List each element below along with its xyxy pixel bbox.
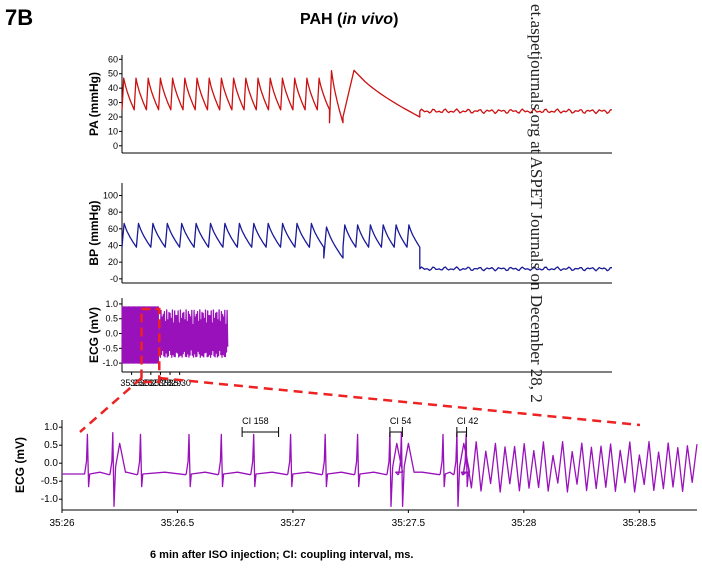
x-tick-label: 35:28.5 xyxy=(623,518,657,529)
coupling-interval-label: CI 42 xyxy=(457,416,479,426)
x-tick-label: 35:30 xyxy=(168,378,191,388)
y-tick-label: -1.0 xyxy=(41,494,59,505)
pa-panel: 0 10 20 30 40 50 60 PA (mmHg) xyxy=(87,54,613,154)
y-tick-label: -0.5 xyxy=(102,343,118,353)
y-axis-label: ECG (mV) xyxy=(13,437,27,493)
y-tick-label: 0.5 xyxy=(44,440,58,451)
y-tick-label: 60 xyxy=(108,224,118,234)
y-tick-label: 10 xyxy=(108,126,118,136)
zoom-highlight-box xyxy=(140,307,161,384)
y-tick-label: 1.0 xyxy=(44,422,58,433)
figure-title: PAH (in vivo) xyxy=(300,11,398,28)
y-axis-label: ECG (mV) xyxy=(87,307,101,363)
x-tick-label: 35:27.5 xyxy=(392,518,426,529)
y-tick-label: 100 xyxy=(103,191,118,201)
coupling-interval-annotation: CI 42 xyxy=(456,416,479,437)
y-tick-label: -0 xyxy=(110,274,118,284)
ecg-panel: -1.0-0.50.00.51.035:2535:2635:2735:2835:… xyxy=(87,298,612,388)
watermark-text: et.aspetjournals.org at ASPET Journals o… xyxy=(527,4,546,403)
x-tick-label: 35:28 xyxy=(511,518,536,529)
figure-caption: 6 min after ISO injection; CI: coupling … xyxy=(150,549,413,561)
x-tick-label: 35:25 xyxy=(120,378,143,388)
ecg-zoom-panel: -1.0 -0.5 0.0 0.5 1.0 35:26 35:26.5 35:27 35:27.… xyxy=(13,416,698,529)
y-tick-label: 60 xyxy=(108,54,118,64)
zoom-connector-right xyxy=(159,376,641,427)
y-tick-label: -1.0 xyxy=(102,358,118,368)
y-tick-label: 1.0 xyxy=(105,299,118,309)
y-tick-label: -0.5 xyxy=(41,476,59,487)
x-tick-label: 35:26.5 xyxy=(161,518,195,529)
y-tick-label: 50 xyxy=(108,69,118,79)
coupling-interval-label: CI 54 xyxy=(390,416,412,426)
ecg-trace xyxy=(121,306,229,364)
y-tick-label: 0.0 xyxy=(105,329,118,339)
coupling-interval-label: CI 158 xyxy=(242,416,269,426)
y-tick-label: 0.0 xyxy=(44,458,58,469)
x-tick-label: 35:27 xyxy=(280,518,305,529)
zoom-connector-left xyxy=(79,377,143,433)
ecg-zoom-trace xyxy=(62,431,698,508)
y-tick-label: 30 xyxy=(108,98,118,108)
bp-trace xyxy=(121,222,613,272)
y-tick-label: 0.5 xyxy=(105,314,118,324)
x-tick-label: 35:26 xyxy=(130,378,153,388)
coupling-interval-annotation: CI 54 xyxy=(389,416,412,437)
y-tick-label: 0 xyxy=(113,141,118,151)
y-tick-label: 80 xyxy=(108,207,118,217)
coupling-interval-annotation: CI 158 xyxy=(241,416,280,437)
y-tick-label: 20 xyxy=(108,257,118,267)
zoom-connector-lines xyxy=(79,376,641,433)
panel-label: 7B xyxy=(5,5,33,30)
x-tick-label: 35:26 xyxy=(49,518,74,529)
y-axis-label: PA (mmHg) xyxy=(87,72,101,136)
x-tick-label: 35:29 xyxy=(159,378,182,388)
y-tick-label: 40 xyxy=(108,83,118,93)
y-tick-label: 40 xyxy=(108,241,118,251)
y-tick-label: 20 xyxy=(108,112,118,122)
y-axis-label: BP (mmHg) xyxy=(87,200,101,265)
pa-trace xyxy=(121,69,613,124)
